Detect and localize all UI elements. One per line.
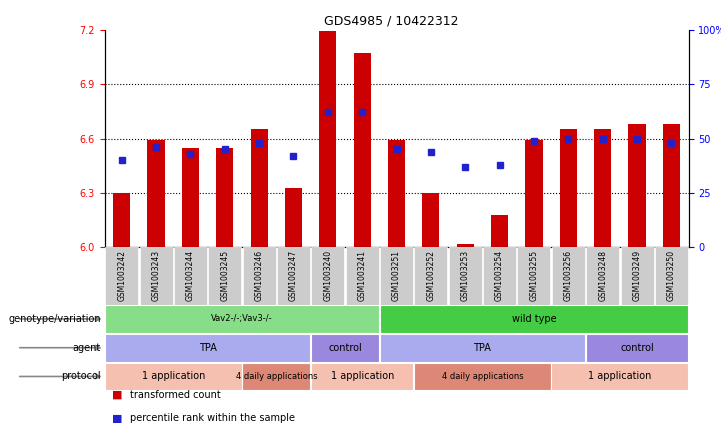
Bar [629, 124, 645, 247]
Text: transformed count: transformed count [130, 390, 221, 400]
Bar [277, 247, 310, 305]
Bar [113, 193, 131, 247]
Bar [243, 247, 275, 305]
Text: GSM1003256: GSM1003256 [564, 250, 572, 302]
Text: agent: agent [73, 343, 101, 353]
Text: control: control [328, 343, 362, 353]
Bar [423, 193, 440, 247]
Bar [456, 244, 474, 247]
Text: GSM1003250: GSM1003250 [667, 250, 676, 302]
Text: GSM1003240: GSM1003240 [323, 250, 332, 302]
Bar [526, 140, 543, 247]
Text: 4 daily applications: 4 daily applications [442, 372, 523, 381]
Bar [559, 129, 577, 247]
Bar [182, 148, 199, 247]
Text: TPA: TPA [474, 343, 492, 353]
Text: GSM1003253: GSM1003253 [461, 250, 470, 302]
Bar [285, 187, 302, 247]
Bar [491, 215, 508, 247]
Text: TPA: TPA [199, 343, 216, 353]
Bar [663, 124, 680, 247]
Text: GSM1003254: GSM1003254 [495, 250, 504, 302]
Bar [552, 363, 689, 390]
Text: percentile rank within the sample: percentile rank within the sample [130, 413, 295, 423]
Bar [655, 247, 688, 305]
Text: protocol: protocol [61, 371, 101, 382]
Bar [518, 247, 550, 305]
Text: 4 daily applications: 4 daily applications [236, 372, 317, 381]
Bar [105, 334, 310, 362]
Text: GDS4985 / 10422312: GDS4985 / 10422312 [324, 14, 459, 27]
Text: control: control [620, 343, 654, 353]
Bar [311, 334, 379, 362]
Bar [388, 140, 405, 247]
Text: wild type: wild type [512, 314, 557, 324]
Text: GSM1003249: GSM1003249 [632, 250, 642, 302]
Bar [208, 247, 242, 305]
Text: GSM1003241: GSM1003241 [358, 250, 367, 301]
Bar [105, 247, 138, 305]
Bar [174, 247, 207, 305]
Text: Vav2-/-;Vav3-/-: Vav2-/-;Vav3-/- [211, 314, 273, 324]
Bar [415, 247, 448, 305]
Text: ■: ■ [112, 390, 123, 400]
Bar [242, 363, 310, 390]
Text: GSM1003255: GSM1003255 [529, 250, 539, 302]
Text: GSM1003243: GSM1003243 [151, 250, 161, 302]
Text: 1 application: 1 application [330, 371, 394, 382]
Bar [594, 129, 611, 247]
Bar [345, 247, 379, 305]
Bar [105, 363, 242, 390]
Bar [140, 247, 172, 305]
Bar [448, 247, 482, 305]
Bar [319, 31, 337, 247]
Bar [586, 247, 619, 305]
Text: genotype/variation: genotype/variation [9, 314, 101, 324]
Bar [380, 247, 413, 305]
Text: 1 application: 1 application [141, 371, 205, 382]
Bar [552, 247, 585, 305]
Bar [216, 148, 234, 247]
Bar [105, 305, 379, 333]
Bar [353, 53, 371, 247]
Bar [380, 305, 689, 333]
Text: GSM1003247: GSM1003247 [289, 250, 298, 302]
Text: 1 application: 1 application [588, 371, 652, 382]
Text: ■: ■ [112, 413, 123, 423]
Bar [621, 247, 653, 305]
Text: GSM1003245: GSM1003245 [221, 250, 229, 302]
Bar [586, 334, 689, 362]
Bar [380, 334, 585, 362]
Bar [251, 129, 267, 247]
Text: GSM1003242: GSM1003242 [118, 250, 126, 301]
Bar [414, 363, 551, 390]
Text: GSM1003252: GSM1003252 [426, 250, 435, 301]
Bar [483, 247, 516, 305]
Text: GSM1003246: GSM1003246 [255, 250, 264, 302]
Bar [311, 247, 345, 305]
Text: GSM1003248: GSM1003248 [598, 250, 607, 301]
Bar [311, 363, 413, 390]
Bar [148, 140, 164, 247]
Text: GSM1003244: GSM1003244 [186, 250, 195, 302]
Text: GSM1003251: GSM1003251 [392, 250, 401, 301]
